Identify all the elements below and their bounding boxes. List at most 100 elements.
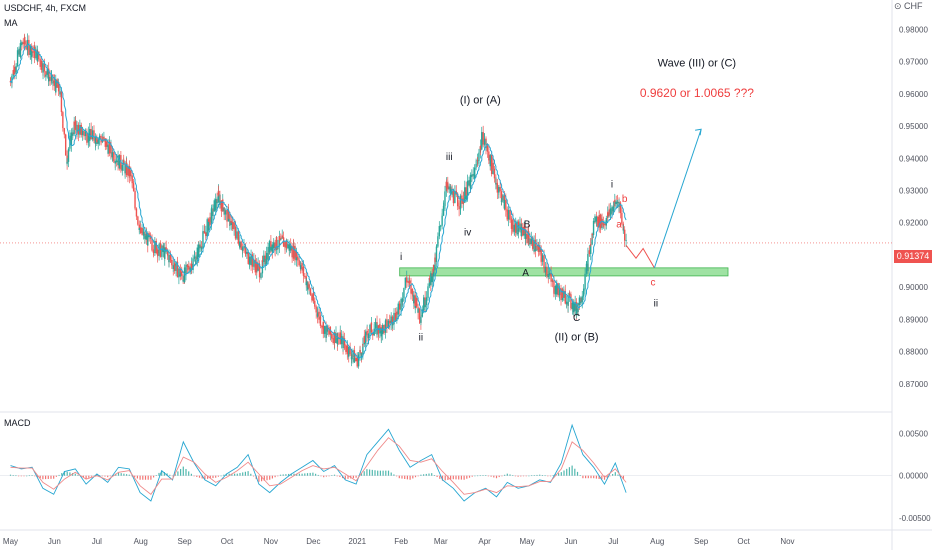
candle-body (414, 306, 416, 308)
macd-histogram-bar (242, 472, 244, 476)
candle-body (135, 211, 138, 217)
candle-body (556, 283, 558, 295)
macd-histogram-bar (409, 475, 411, 480)
candle-body (45, 74, 47, 77)
candle-body (275, 237, 278, 249)
time-tick-label: Oct (221, 537, 234, 546)
candle-body (38, 57, 40, 60)
macd-histogram-bar (107, 475, 109, 478)
candle-body (216, 202, 218, 204)
candle-body (362, 343, 364, 345)
candle-body (316, 313, 319, 317)
candle-body (369, 325, 371, 331)
candle-body (155, 240, 157, 244)
candle-body (621, 215, 623, 224)
macd-histogram-bar (171, 475, 174, 477)
macd-histogram-bar (90, 475, 93, 477)
candle-body (209, 217, 211, 225)
candle-body (547, 274, 549, 277)
macd-histogram-bar (582, 475, 584, 479)
candle-body (73, 121, 75, 126)
candle-body (261, 260, 264, 274)
candle-body (616, 201, 619, 204)
candle-body (458, 206, 460, 210)
time-tick-label: Feb (394, 537, 408, 546)
macd-tick-label: 0.00000 (899, 472, 928, 481)
symbol-title[interactable]: USDCHF, 4h, FXCM (4, 3, 87, 13)
macd-histogram-bar (587, 475, 589, 479)
candle-body (158, 244, 160, 252)
macd-histogram-bar (414, 475, 417, 478)
candle-body (420, 316, 422, 323)
macd-histogram-bar (593, 475, 595, 479)
candle-body (595, 216, 598, 222)
macd-histogram-bar (266, 475, 268, 481)
macd-histogram-bar (369, 469, 371, 476)
macd-histogram-bar (250, 473, 252, 476)
candle-body (25, 45, 27, 50)
candle-body (465, 187, 467, 199)
candle-body (530, 238, 532, 244)
macd-histogram-bar (579, 475, 581, 476)
time-tick-label: Jul (92, 537, 102, 546)
candle-body (568, 293, 571, 295)
candle-body (345, 349, 347, 352)
candle-body (141, 227, 143, 235)
currency-label[interactable]: ⊙ CHF (894, 1, 923, 11)
candle-body (258, 265, 261, 278)
candle-body (454, 192, 456, 204)
candle-body (28, 43, 30, 55)
candle-body (503, 200, 506, 209)
macd-histogram-bar (360, 473, 363, 476)
candle-body (291, 255, 293, 258)
candle-body (16, 50, 19, 57)
macd-histogram-bar (258, 475, 260, 482)
candle-body (53, 80, 56, 86)
candle-body (45, 71, 47, 77)
candle-body (224, 210, 227, 215)
candle-body (128, 166, 131, 177)
candle-body (400, 299, 402, 310)
candle-body (483, 138, 486, 141)
macd-line (10, 423, 627, 502)
candle-body (573, 302, 575, 313)
price-tick-label: 0.97000 (899, 58, 928, 67)
candle-body (260, 273, 262, 278)
candle-body (342, 338, 344, 349)
macd-histogram-bar (301, 473, 303, 476)
macd-indicator-label[interactable]: MACD (4, 418, 31, 428)
macd-histogram-bar (223, 474, 225, 476)
candle-body (574, 302, 576, 311)
candle-body (404, 277, 407, 284)
candle-body (121, 164, 123, 171)
candle-body (214, 198, 217, 211)
candle-body (159, 243, 162, 257)
wave-label: C (573, 313, 580, 324)
macd-histogram-bar (74, 473, 76, 476)
macd-histogram-bar (598, 475, 600, 479)
candle-body (188, 265, 190, 270)
macd-histogram-bar (558, 473, 560, 476)
time-tick-label: Aug (650, 537, 664, 546)
candle-body (435, 250, 438, 262)
candle-body (328, 333, 330, 335)
candles-group (9, 33, 627, 369)
candle-body (274, 242, 276, 250)
candle-body (76, 124, 78, 134)
ma-indicator-label[interactable]: MA (4, 18, 18, 28)
macd-tick-label: 0.00500 (899, 430, 928, 439)
candle-body (500, 191, 503, 202)
candle-body (200, 248, 203, 250)
candle-body (427, 286, 429, 296)
candle-body (144, 233, 146, 239)
macd-histogram-bar (147, 475, 149, 480)
macd-signal-line (10, 437, 627, 495)
candle-body (131, 181, 133, 184)
wave-label: a (616, 220, 622, 231)
wave-label: i (400, 252, 402, 263)
candle-body (551, 280, 554, 282)
macd-histogram-bar (134, 475, 136, 478)
candle-body (536, 245, 538, 247)
candle-body (263, 255, 265, 258)
